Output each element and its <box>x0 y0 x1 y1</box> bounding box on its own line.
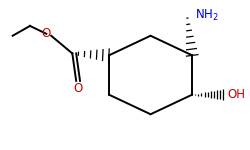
Text: NH$_2$: NH$_2$ <box>195 8 219 23</box>
Text: O: O <box>74 82 83 95</box>
Text: OH: OH <box>228 88 246 101</box>
Text: O: O <box>42 27 51 40</box>
